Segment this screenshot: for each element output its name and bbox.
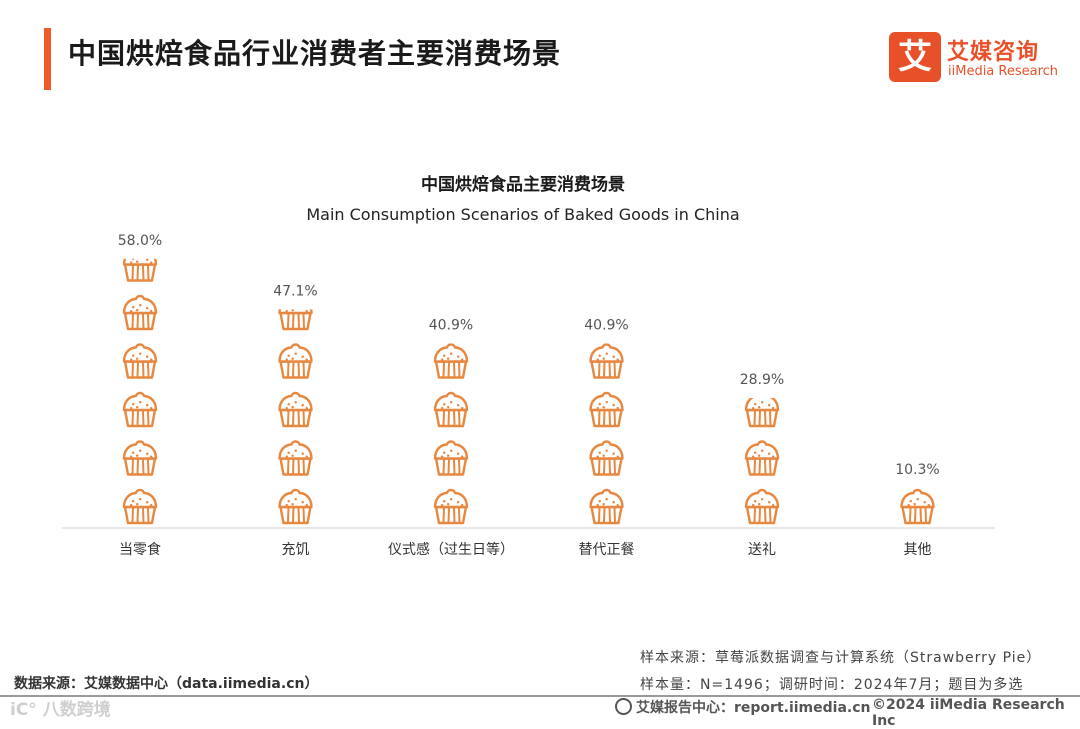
value-label: 47.1% bbox=[273, 283, 317, 299]
cupcake-icon bbox=[278, 309, 313, 331]
chart-subtitle: Main Consumption Scenarios of Baked Good… bbox=[306, 205, 740, 224]
chart-title: 中国烘焙食品主要消费场景 bbox=[421, 175, 625, 195]
iimedia-logo-icon: 艾 bbox=[889, 32, 941, 82]
logo-name-cn: 艾媒咨询 bbox=[947, 40, 1040, 65]
cupcake-icon bbox=[433, 440, 469, 476]
copyright: ©2024 iiMedia Research Inc bbox=[872, 697, 1065, 729]
sample-source-note: 样本来源：草莓派数据调查与计算系统（Strawberry Pie） bbox=[640, 650, 1042, 666]
sample-info-note: 样本量：N=1496；调研时间：2024年7月；题目为多选 bbox=[640, 677, 1024, 693]
title-accent-bar bbox=[44, 28, 51, 90]
category-label: 仪式感（过生日等） bbox=[388, 541, 514, 558]
cupcake-icon bbox=[278, 440, 313, 476]
cupcake-icon bbox=[278, 391, 313, 428]
category-label: 充饥 bbox=[282, 542, 310, 558]
value-label: 40.9% bbox=[584, 318, 628, 334]
cupcake-icon bbox=[900, 488, 935, 525]
cupcake-icon bbox=[589, 343, 624, 379]
page-title: 中国烘焙食品行业消费者主要消费场景 bbox=[68, 37, 562, 70]
report-center-link[interactable]: 艾媒报告中心：report.iimedia.cn bbox=[615, 697, 871, 717]
cupcake-icon bbox=[744, 488, 780, 525]
cupcake-icon bbox=[122, 391, 158, 428]
category-label: 其他 bbox=[904, 542, 932, 558]
value-label: 58.0% bbox=[118, 233, 162, 249]
data-source-note: 数据来源：艾媒数据中心（data.iimedia.cn） bbox=[14, 676, 319, 692]
cupcake-icon bbox=[433, 391, 469, 428]
cupcake-icon bbox=[122, 488, 158, 525]
cupcake-icon bbox=[122, 258, 158, 282]
cupcake-icon bbox=[589, 488, 624, 525]
logo-name-en: iiMedia Research bbox=[948, 64, 1059, 79]
cupcake-icon bbox=[433, 488, 469, 525]
cupcake-icon bbox=[278, 343, 313, 379]
cupcake-icon bbox=[433, 343, 469, 379]
cupcake-icon bbox=[744, 397, 780, 428]
cupcake-icon bbox=[122, 440, 158, 476]
cupcake-icon bbox=[278, 488, 313, 525]
category-label: 替代正餐 bbox=[579, 542, 635, 558]
cupcake-icon bbox=[589, 391, 624, 428]
watermark: iC° 八数跨境 bbox=[10, 700, 111, 720]
cupcake-icon bbox=[589, 440, 624, 476]
globe-icon bbox=[615, 698, 632, 715]
category-label: 当零食 bbox=[119, 541, 161, 558]
category-label: 送礼 bbox=[748, 542, 776, 558]
value-label: 28.9% bbox=[740, 372, 784, 388]
value-label: 40.9% bbox=[429, 318, 473, 334]
cupcake-icon bbox=[122, 343, 158, 379]
cupcake-icon bbox=[122, 294, 158, 331]
report-center-text: 艾媒报告中心：report.iimedia.cn bbox=[636, 700, 871, 716]
cupcake-icon bbox=[744, 440, 780, 476]
footer-divider bbox=[0, 695, 1080, 697]
value-label: 10.3% bbox=[895, 462, 939, 478]
